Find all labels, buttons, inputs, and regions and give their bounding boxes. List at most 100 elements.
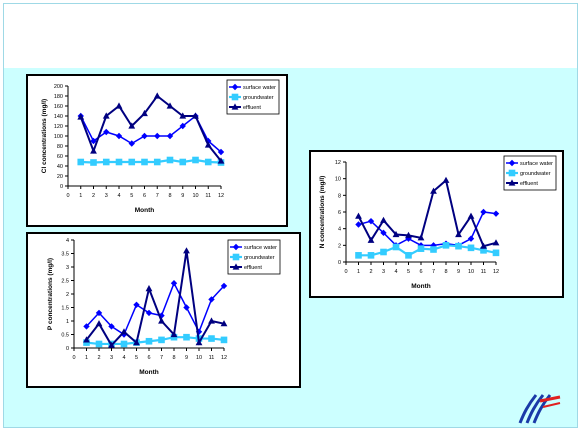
surface-water-series-line — [85, 281, 225, 336]
x-tick-label: 9 — [185, 355, 188, 361]
effluent-point — [367, 236, 375, 243]
effluent-point — [217, 157, 225, 164]
effluent-point — [442, 176, 450, 183]
groundwater-point — [141, 158, 148, 166]
x-tick-label: 6 — [419, 269, 422, 275]
legend-marker-effluent — [232, 263, 240, 270]
x-tick-label: 5 — [130, 193, 133, 199]
surface-water-point — [166, 132, 174, 140]
effluent-point — [133, 339, 140, 346]
groundwater-series-line — [80, 158, 222, 164]
y-tick-label: 4 — [338, 227, 341, 233]
y-tick-label: 140 — [54, 114, 63, 120]
legend-label-surface-water: surface water — [520, 161, 553, 167]
y-tick-label: 180 — [54, 94, 63, 100]
y-tick-label: 3 — [66, 265, 69, 271]
legend-label-effluent: effluent — [520, 181, 538, 187]
groundwater-point — [128, 158, 136, 166]
surface-water-point — [208, 296, 215, 303]
groundwater-point — [392, 243, 400, 251]
legend-label-surface-water: surface water — [244, 245, 277, 251]
legend-label-surface-water: surface water — [243, 85, 276, 91]
effluent-point — [108, 341, 115, 348]
y-tick-label: 8 — [338, 193, 341, 199]
chart-legend: surface water groundwater effluent — [503, 155, 557, 191]
effluent-point — [204, 141, 212, 148]
effluent-point — [158, 317, 165, 324]
x-tick-label: 7 — [160, 355, 163, 361]
effluent-point — [430, 187, 437, 194]
effluent-point — [455, 230, 462, 238]
groundwater-point — [480, 247, 487, 254]
legend-marker-groundwater — [231, 93, 239, 101]
groundwater-point — [355, 252, 362, 259]
groundwater-point — [380, 248, 387, 256]
y-tick-label: 1.5 — [61, 306, 69, 312]
groundwater-point — [430, 246, 437, 253]
effluent-series-line — [79, 94, 222, 162]
effluent-point — [128, 122, 136, 129]
surface-water-point — [179, 122, 186, 130]
groundwater-point — [442, 242, 450, 249]
effluent-point — [417, 234, 425, 241]
effluent-point — [120, 328, 128, 335]
wave-stripes-logo-icon — [518, 394, 561, 424]
surface-water-point — [480, 208, 487, 216]
effluent-point — [192, 112, 199, 119]
surface-water-point — [367, 217, 375, 225]
groundwater-point — [467, 244, 475, 252]
x-tick-label: 7 — [156, 193, 159, 199]
legend-marker-surface-water — [508, 159, 516, 167]
effluent-point — [141, 109, 148, 117]
x-tick-label: 0 — [72, 355, 75, 361]
groundwater-point — [166, 156, 174, 164]
x-tick-label: 1 — [79, 193, 82, 199]
groundwater-series-line — [358, 244, 497, 257]
effluent-point — [115, 102, 123, 109]
groundwater-point — [158, 336, 165, 344]
groundwater-point — [220, 336, 228, 344]
chart-legend: surface water groundwater effluent — [226, 79, 280, 115]
effluent-point — [492, 239, 500, 246]
x-axis-label: Month — [139, 369, 159, 376]
y-tick-label: 0 — [60, 184, 63, 190]
legend-label-groundwater: groundwater — [520, 171, 551, 177]
effluent-point — [153, 92, 161, 99]
x-tick-label: 0 — [344, 269, 347, 275]
groundwater-point — [153, 158, 161, 166]
surface-water-point — [217, 148, 225, 156]
legend-marker-groundwater — [232, 253, 240, 261]
groundwater-series — [77, 156, 225, 166]
x-tick-label: 2 — [369, 269, 372, 275]
surface-water-point — [220, 282, 228, 290]
surface-water-point — [170, 280, 178, 287]
x-tick-label: 12 — [218, 193, 224, 199]
chart-legend: surface water groundwater effluent — [227, 239, 281, 275]
surface-water-point — [128, 140, 135, 147]
surface-water-point — [145, 309, 153, 317]
effluent-point — [208, 317, 215, 324]
y-tick-label: 60 — [57, 154, 63, 160]
surface-water-series-line — [80, 114, 222, 153]
surface-water-point — [83, 323, 90, 330]
x-tick-label: 12 — [493, 269, 499, 275]
surface-water-point — [115, 132, 123, 140]
surface-water-point — [108, 323, 115, 330]
x-tick-label: 6 — [143, 193, 146, 199]
legend-label-effluent: effluent — [244, 265, 262, 271]
surface-water-series — [83, 280, 228, 338]
x-tick-label: 3 — [105, 193, 108, 199]
effluent-point — [392, 230, 400, 238]
effluent-point — [145, 285, 153, 292]
legend-marker-effluent — [231, 103, 239, 110]
effluent-series-line — [357, 178, 497, 248]
y-tick-label: 120 — [54, 124, 63, 130]
y-tick-label: 10 — [335, 177, 341, 183]
groundwater-point — [405, 252, 412, 259]
effluent-point — [220, 320, 228, 327]
surface-water-point — [492, 210, 500, 217]
x-tick-label: 10 — [196, 355, 202, 361]
x-tick-label: 3 — [110, 355, 113, 361]
y-axis-label: Cl concentrations (mg/l) — [41, 99, 48, 173]
y-tick-label: 1 — [66, 319, 69, 325]
